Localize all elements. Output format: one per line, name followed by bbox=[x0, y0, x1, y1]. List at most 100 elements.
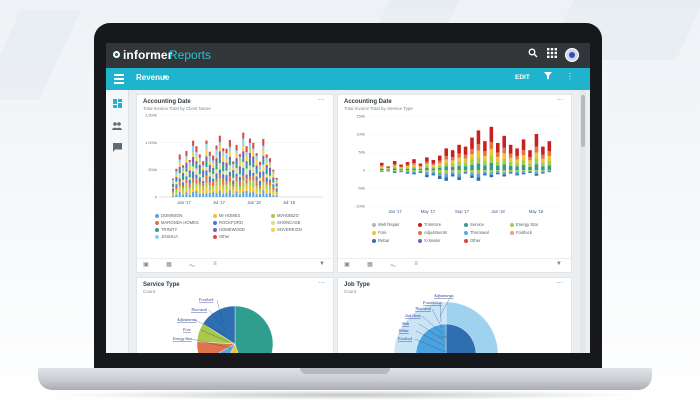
legend-item[interactable]: MI/HOBIZO bbox=[271, 213, 299, 218]
bar-segment bbox=[195, 174, 198, 179]
chevron-down-icon[interactable]: ▾ bbox=[163, 74, 167, 81]
bar-segment bbox=[252, 187, 255, 192]
table-icon[interactable]: ≡ bbox=[414, 261, 418, 267]
bar-segment bbox=[425, 170, 429, 173]
legend-item[interactable]: Rebar bbox=[372, 238, 389, 243]
apps-grid-icon[interactable] bbox=[545, 48, 559, 62]
legend-label: Rebar bbox=[378, 238, 390, 243]
card-menu-icon[interactable]: ⋯ bbox=[318, 97, 325, 104]
y-tick-label: 500k bbox=[148, 167, 157, 172]
chart-type-icon[interactable]: ▣ bbox=[344, 262, 350, 268]
legend-swatch bbox=[510, 230, 514, 235]
laptop-shadow bbox=[50, 390, 640, 400]
legend-item[interactable]: SHONCASE bbox=[271, 220, 301, 225]
legend-item[interactable]: Footlock bbox=[510, 230, 532, 235]
bar-segment bbox=[541, 170, 545, 172]
pie-label: Energy Star bbox=[172, 336, 193, 341]
bar-segment bbox=[268, 179, 272, 182]
bar-segment bbox=[215, 181, 218, 187]
bar-segment bbox=[386, 166, 390, 168]
bar-segment bbox=[268, 158, 272, 163]
legend-item[interactable]: MARONDA HOMES bbox=[155, 220, 199, 225]
bar-segment bbox=[380, 170, 384, 171]
bar-segment bbox=[476, 144, 481, 151]
legend-item[interactable]: TRINITY bbox=[155, 227, 177, 232]
bar-segment bbox=[268, 164, 272, 168]
table-icon[interactable]: ≡ bbox=[213, 261, 217, 267]
bar-segment bbox=[272, 169, 275, 172]
bar-segment bbox=[235, 150, 238, 154]
people-icon[interactable] bbox=[111, 121, 123, 133]
bar-segment bbox=[528, 160, 532, 164]
bar-segment bbox=[392, 161, 397, 165]
report-title[interactable]: Revenue bbox=[136, 73, 170, 82]
bar-segment bbox=[198, 177, 201, 182]
dashboard-icon[interactable] bbox=[111, 99, 123, 111]
bar-segment bbox=[175, 181, 178, 185]
legend-item[interactable]: Other bbox=[464, 238, 480, 243]
legend-item[interactable]: JOSHUA bbox=[155, 234, 178, 239]
bar-segment bbox=[228, 150, 231, 157]
legend-item[interactable]: Other bbox=[213, 234, 229, 239]
bar-segment bbox=[483, 141, 487, 152]
legend-item[interactable]: MI HOMES bbox=[213, 213, 240, 218]
comment-icon[interactable] bbox=[111, 143, 123, 155]
bar-segment bbox=[425, 157, 429, 162]
x-tick-label: Jan '17 bbox=[177, 200, 191, 205]
legend-item[interactable]: Adjustments bbox=[418, 230, 447, 235]
edit-button[interactable]: EDIT bbox=[515, 74, 530, 81]
chart-type-icon[interactable]: ▣ bbox=[143, 262, 149, 268]
bar-segment bbox=[275, 190, 278, 193]
trend-icon[interactable]: 〜 bbox=[389, 264, 396, 270]
legend-item[interactable]: Energy Star bbox=[510, 222, 538, 227]
legend-item[interactable]: TrimKore bbox=[418, 222, 441, 227]
legend-item[interactable]: SOVEREIGN bbox=[271, 227, 302, 232]
bar-segment bbox=[205, 149, 208, 157]
bar-segment bbox=[242, 161, 245, 168]
card-menu-icon[interactable]: ⋯ bbox=[318, 280, 325, 287]
more-vert-icon[interactable]: ⋮ bbox=[566, 72, 574, 81]
leader-line bbox=[414, 338, 447, 353]
legend-item[interactable]: ROCKFORD bbox=[213, 220, 243, 225]
legend-item[interactable]: Thoroseal bbox=[464, 230, 489, 235]
user-avatar[interactable] bbox=[565, 48, 579, 62]
filter-icon[interactable]: ▼ bbox=[556, 261, 562, 267]
card-menu-icon[interactable]: ⋯ bbox=[556, 280, 563, 287]
bar-segment bbox=[202, 193, 205, 197]
trend-icon[interactable]: 〜 bbox=[188, 264, 195, 270]
leader-line bbox=[431, 308, 443, 329]
card-menu-icon[interactable]: ⋯ bbox=[556, 97, 563, 104]
bar-segment bbox=[238, 180, 241, 187]
legend-item[interactable]: Service bbox=[464, 222, 484, 227]
bar-segment bbox=[202, 167, 205, 171]
bar-segment bbox=[205, 193, 208, 197]
filter-icon[interactable] bbox=[542, 72, 554, 82]
bar-segment bbox=[192, 171, 195, 179]
bar-segment bbox=[175, 187, 178, 190]
filter-icon[interactable]: ▼ bbox=[319, 261, 325, 267]
menu-icon[interactable] bbox=[114, 74, 124, 84]
calendar-icon[interactable]: ▦ bbox=[367, 262, 373, 268]
bar-segment bbox=[392, 168, 397, 170]
bar-segment bbox=[255, 159, 258, 166]
bar-segment bbox=[225, 180, 228, 185]
bar-segment bbox=[502, 172, 506, 175]
bar-segment bbox=[392, 170, 397, 172]
bar-segment bbox=[489, 162, 494, 170]
legend-swatch bbox=[418, 238, 422, 243]
search-icon[interactable] bbox=[526, 48, 540, 62]
scrollbar-thumb[interactable] bbox=[581, 95, 585, 147]
bar-segment bbox=[188, 187, 191, 191]
legend-item[interactable]: X-Sealer bbox=[418, 238, 440, 243]
legend-item[interactable]: HOMEWOOD bbox=[213, 227, 245, 232]
bar-segment bbox=[431, 163, 436, 166]
bar-segment bbox=[450, 166, 455, 170]
legend-item[interactable]: Well Repair bbox=[372, 222, 400, 227]
bar-segment bbox=[228, 160, 231, 166]
calendar-icon[interactable]: ▦ bbox=[166, 262, 172, 268]
bar-segment bbox=[547, 165, 552, 170]
bar-segment bbox=[265, 174, 268, 178]
legend-item[interactable]: Fore bbox=[372, 230, 387, 235]
legend-item[interactable]: DOMINION bbox=[155, 213, 182, 218]
scrollbar-track[interactable] bbox=[580, 90, 586, 353]
